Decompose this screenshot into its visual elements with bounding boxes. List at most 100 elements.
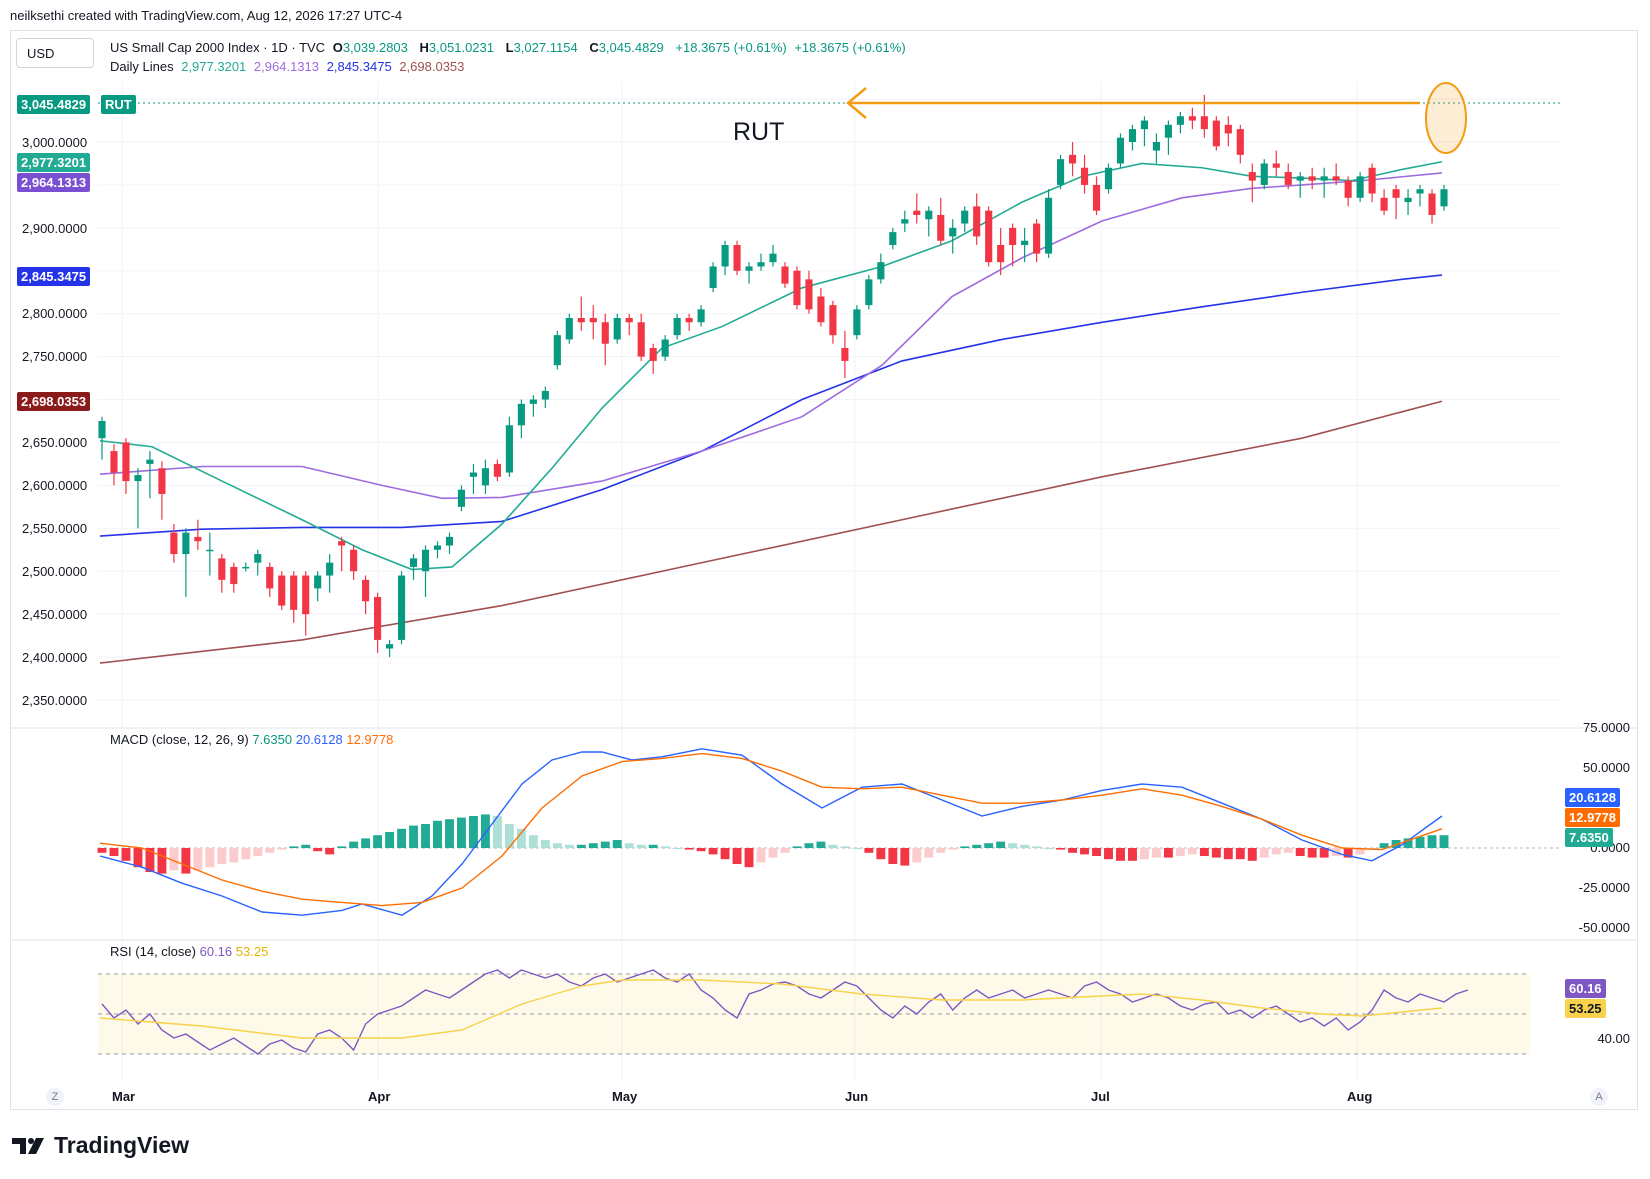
macd-histogram-bar (1223, 848, 1233, 860)
macd-histogram-bar (648, 844, 658, 848)
y-tick: 2,600.0000 (22, 478, 88, 493)
candle-body (841, 348, 849, 361)
candle-body (673, 317, 681, 336)
macd-histogram-bar (397, 828, 407, 848)
candle-body (1404, 197, 1412, 203)
macd-histogram-bar (1128, 848, 1137, 861)
ma200-value: 2,698.0353 (399, 59, 465, 74)
macd-histogram-bar (157, 848, 167, 874)
candle-body (218, 558, 226, 580)
ohlc-low: L3,027.1154 (506, 40, 582, 55)
symbol-legend: US Small Cap 2000 Index · 1D · TVC O3,03… (110, 40, 910, 55)
candle-body (613, 317, 621, 340)
close-value: 3,045.4829 (598, 40, 664, 55)
candle-body (1380, 197, 1388, 211)
candle-body (1009, 227, 1017, 246)
candle-body (1236, 129, 1244, 155)
low-label: L (505, 40, 514, 55)
created-by-label: neilksethi created with TradingView.com,… (10, 8, 403, 23)
macd-histogram-bar (445, 819, 454, 848)
macd-histogram-bar (516, 828, 526, 848)
macd-histogram-bar (121, 848, 131, 861)
macd-histogram-bar (1044, 848, 1054, 849)
candle-body (721, 245, 729, 267)
ohlc-open: O3,039.2803 (333, 40, 412, 55)
brand-name: TradingView (54, 1132, 190, 1158)
macd-histogram-bar (1163, 848, 1173, 858)
macd-histogram-bar (828, 844, 838, 848)
candle-body (314, 575, 322, 589)
macd-histogram-bar (1247, 848, 1257, 861)
low-value: 3,027.1154 (513, 40, 578, 55)
macd-histogram-bar (1211, 848, 1221, 858)
auto-scale-toggle[interactable]: A (1590, 1088, 1608, 1106)
candle-body (709, 266, 717, 288)
candle-body (1128, 129, 1137, 142)
macd-legend: MACD (close, 12, 26, 9) 7.6350 20.6128 1… (110, 732, 393, 747)
candle-body (985, 210, 993, 263)
macd-histogram-bar (984, 843, 994, 848)
candle-body (625, 317, 633, 323)
candle-body (445, 536, 454, 546)
candle-body (1440, 189, 1448, 207)
macd-histogram-bar (660, 846, 670, 848)
ma200-line (99, 400, 1443, 664)
candle-body (805, 279, 813, 310)
rsi-ma-tag: 53.25 (1565, 999, 1606, 1018)
macd-hist-tag: 7.6350 (1565, 828, 1613, 847)
currency-button[interactable]: USD (16, 38, 94, 68)
y-tick: 2,450.0000 (22, 607, 88, 622)
macd-histogram-bar (912, 848, 922, 863)
macd-histogram-bar (636, 844, 646, 848)
macd-histogram-bar (385, 832, 395, 848)
rsi-ma-line (99, 979, 1443, 1039)
macd-histogram-bar (1032, 846, 1042, 848)
candle-body (697, 309, 705, 323)
candle-body (1428, 193, 1436, 215)
x-tick: Apr (368, 1089, 391, 1104)
rsi-line (101, 969, 1469, 1055)
macd-histogram-bar (876, 848, 886, 860)
candle-body (637, 322, 645, 357)
high-label: H (419, 40, 429, 55)
rsi-ma-value: 53.25 (235, 944, 269, 959)
candle-body (362, 579, 370, 602)
macd-histogram-bar (948, 848, 958, 850)
macd-histogram-bar (1175, 848, 1185, 856)
macd-line-tag: 20.6128 (1565, 788, 1620, 807)
ma20-tag: 2,977.3201 (17, 153, 91, 172)
macd-histogram-bar (109, 848, 119, 856)
macd-line-value: 20.6128 (295, 732, 343, 747)
macd-histogram-bar (624, 843, 634, 848)
candle-body (182, 532, 190, 555)
candle-body (793, 270, 801, 306)
macd-histogram-bar (576, 844, 586, 848)
rsi-axis-tick: 40.00 (1597, 1031, 1630, 1046)
candle-body (757, 262, 765, 267)
macd-histogram-bar (433, 820, 442, 848)
candle-body (553, 335, 561, 366)
candle-body (877, 262, 885, 280)
macd-histogram-bar (325, 848, 335, 855)
macd-histogram-bar (1080, 848, 1089, 855)
macd-histogram-bar (457, 817, 466, 848)
candle-body (242, 566, 250, 569)
ma100-value: 2,845.3475 (326, 59, 392, 74)
candle-body (565, 317, 573, 340)
macd-histogram-bar (205, 848, 215, 868)
macd-axis-tick: 50.0000 (1583, 760, 1630, 775)
candle-body (457, 489, 466, 507)
candle-body (817, 296, 825, 323)
candle-body (937, 214, 945, 241)
candle-body (302, 575, 310, 615)
macd-histogram-bar (181, 848, 191, 874)
open-label: O (332, 40, 343, 55)
log-scale-toggle[interactable]: Z (46, 1088, 64, 1106)
candle-body (1248, 172, 1256, 181)
macd-histogram-bar (768, 848, 778, 858)
candle-body (374, 596, 382, 640)
ma50-tag: 2,964.1313 (17, 173, 91, 192)
macd-histogram-bar (193, 848, 203, 871)
candle-body (469, 472, 478, 477)
